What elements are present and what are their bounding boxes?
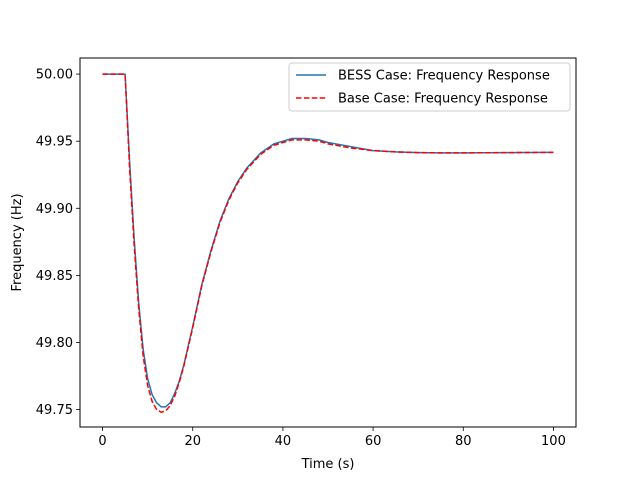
y-tick-label: 49.80 — [36, 336, 73, 351]
y-tick-label: 49.85 — [36, 269, 73, 284]
y-tick-label: 50.00 — [36, 68, 73, 83]
series-lines — [102, 73, 554, 413]
y-axis: 49.75 49.80 49.85 49.90 49.95 50.00 — [36, 68, 80, 418]
legend-frame — [288, 62, 571, 112]
x-axis-label: Time (s) — [301, 457, 355, 472]
x-tick-label: 100 — [541, 434, 566, 449]
x-tick-label: 0 — [98, 434, 106, 449]
x-tick-label: 20 — [184, 434, 201, 449]
y-axis-label: Frequency (Hz) — [10, 193, 25, 291]
x-tick-label: 80 — [455, 434, 472, 449]
x-axis: 0 20 40 60 80 100 — [98, 427, 566, 449]
legend-label-2: Base Case: Frequency Response — [338, 92, 548, 107]
plot-frame — [79, 57, 577, 428]
y-tick-label: 49.75 — [36, 403, 73, 418]
series-line-2 — [102, 73, 554, 413]
x-tick-label: 60 — [365, 434, 382, 449]
legend: BESS Case: Frequency Response Base Case: … — [288, 62, 571, 112]
series-line-1 — [102, 73, 554, 408]
x-tick-label: 40 — [275, 434, 292, 449]
y-tick-label: 49.95 — [36, 135, 73, 150]
y-tick-label: 49.90 — [36, 202, 73, 217]
legend-label-1: BESS Case: Frequency Response — [338, 69, 550, 84]
